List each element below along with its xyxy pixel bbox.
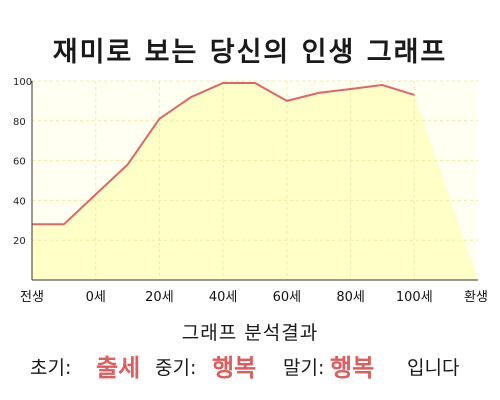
early-label: 초기: — [30, 357, 72, 379]
middle-value: 행복 — [212, 354, 257, 382]
y-tick-label: 100 — [13, 77, 32, 88]
ending-text: 입니다 — [407, 357, 460, 379]
x-tick-label: 80세 — [336, 290, 365, 305]
y-tick-label: 40 — [13, 196, 26, 207]
series-area — [32, 83, 478, 280]
x-tick-label: 40세 — [209, 290, 238, 305]
y-tick-label: 20 — [13, 236, 26, 247]
y-tick-label: 80 — [13, 117, 26, 128]
analysis-result-row: 초기: 출세 중기: 행복 말기: 행복 입니다 — [0, 345, 500, 382]
analysis-heading: 그래프 분석결과 — [181, 322, 319, 344]
middle-label: 중기: — [155, 357, 197, 379]
life-graph-chart: 20 40 60 80 100 전생 0세 20세 40세 60세 80세 100세 환생 — [13, 77, 488, 305]
x-tick-label: 환생 — [464, 290, 488, 305]
page-title: 재미로 보는 당신의 인생 그래프 — [52, 37, 448, 68]
y-tick-label: 60 — [13, 157, 26, 168]
late-label: 말기: — [283, 357, 325, 379]
x-tick-label: 전생 — [20, 290, 44, 305]
x-tick-label: 100세 — [396, 290, 433, 305]
x-tick-label: 60세 — [273, 290, 302, 305]
late-value: 행복 — [330, 354, 375, 382]
x-tick-label: 20세 — [145, 290, 174, 305]
series-line — [32, 82, 415, 226]
x-tick-label: 0세 — [86, 290, 106, 305]
early-value: 출세 — [96, 354, 141, 382]
